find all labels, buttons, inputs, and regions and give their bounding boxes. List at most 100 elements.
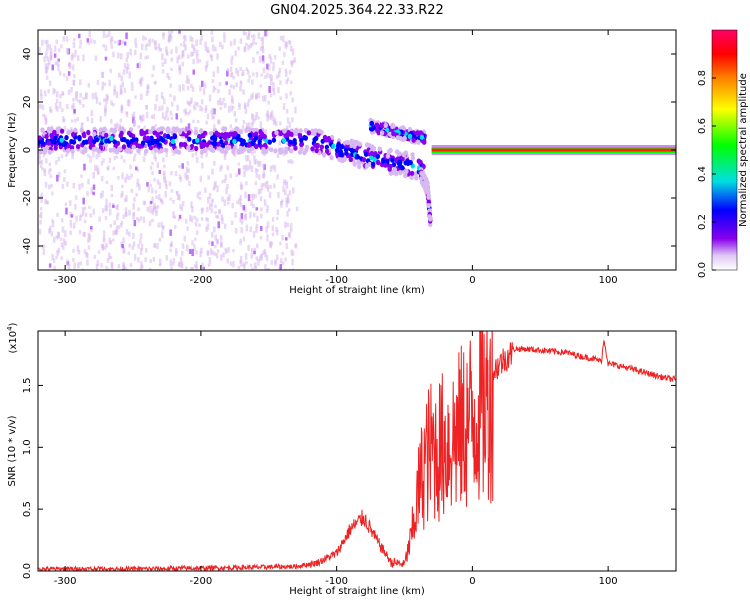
band-cell [220, 142, 226, 148]
noise-cell [39, 206, 43, 211]
noise-cell [279, 241, 282, 246]
noise-cell [149, 183, 153, 188]
noise-cell [160, 92, 164, 98]
noise-cell [240, 227, 243, 234]
noise-cell [108, 157, 112, 163]
noise-cell [262, 183, 265, 187]
noise-cell [117, 52, 120, 59]
noise-cell [158, 182, 162, 190]
noise-cell [242, 31, 245, 35]
noise-cell [193, 244, 196, 251]
noise-cell [256, 169, 259, 173]
noise-cell [185, 166, 189, 174]
noise-cell [244, 108, 248, 114]
noise-cell [55, 235, 59, 240]
noise-cell [161, 96, 164, 100]
band-cell [193, 145, 199, 152]
noise-cell [291, 117, 294, 123]
noise-cell [199, 85, 202, 92]
noise-cell [223, 32, 226, 38]
noise-cell [165, 50, 169, 56]
noise-cell [137, 125, 140, 129]
noise-cell [169, 197, 173, 201]
noise-cell [116, 204, 119, 211]
noise-cell [186, 226, 189, 231]
band-cell [250, 140, 255, 147]
noise-cell [145, 111, 149, 119]
band-cell [182, 141, 187, 148]
noise-cell [87, 83, 91, 88]
noise-cell [113, 85, 117, 93]
noise-cell [255, 226, 258, 233]
noise-cell [79, 93, 82, 98]
noise-cell [223, 199, 227, 207]
noise-cell [170, 266, 173, 270]
band-cell [319, 144, 324, 150]
noise-cell [284, 68, 288, 73]
noise-cell [186, 74, 189, 81]
noise-cell [205, 151, 208, 158]
noise-cell [211, 241, 214, 246]
noise-cell [182, 201, 185, 207]
band-cell [288, 148, 294, 154]
noise-cell [239, 241, 242, 246]
noise-cell [234, 118, 238, 123]
noise-cell [61, 183, 65, 189]
band-cell [363, 151, 369, 157]
noise-cell [44, 118, 48, 125]
noise-cell [133, 121, 136, 127]
band-cell [310, 130, 315, 136]
band-cell [390, 157, 395, 163]
noise-cell [288, 268, 292, 270]
spectrogram-marks [38, 30, 676, 270]
band-cell [274, 130, 279, 136]
band-cell [419, 176, 424, 182]
noise-cell [143, 152, 147, 156]
noise-cell [187, 168, 190, 173]
noise-cell [254, 115, 258, 121]
noise-cell [94, 55, 98, 61]
noise-cell [105, 34, 108, 38]
noise-cell [109, 37, 113, 45]
band-cell [345, 139, 350, 146]
noise-cell [155, 210, 158, 217]
noise-cell [170, 189, 174, 193]
noise-cell [258, 56, 262, 63]
band-cell [426, 203, 431, 209]
noise-cell [233, 111, 236, 117]
noise-cell [287, 147, 291, 151]
band-cell [262, 134, 267, 140]
noise-cell [64, 202, 68, 207]
noise-cell [192, 69, 195, 75]
band-cell [232, 145, 237, 151]
noise-cell [123, 63, 127, 69]
noise-cell [195, 250, 198, 255]
noise-cell [256, 243, 259, 249]
noise-cell [259, 257, 262, 262]
noise-cell [191, 267, 194, 270]
noise-cell [40, 94, 43, 100]
noise-cell [48, 184, 51, 190]
noise-cell [190, 51, 193, 57]
noise-cell [62, 36, 65, 42]
noise-cell [242, 205, 245, 211]
noise-cell [87, 41, 90, 45]
noise-cell [288, 208, 291, 212]
noise-cell [120, 220, 124, 225]
noise-cell [98, 216, 101, 222]
noise-cell [67, 71, 71, 76]
noise-cell [255, 92, 258, 99]
band-cell [375, 127, 380, 133]
noise-cell [247, 44, 250, 51]
noise-cell [293, 57, 297, 63]
noise-cell [158, 194, 161, 201]
band-cell [145, 135, 151, 141]
noise-cell [146, 86, 150, 94]
noise-cell [253, 262, 257, 269]
noise-cell [190, 201, 193, 208]
band-cell [139, 131, 144, 137]
noise-cell [51, 148, 55, 154]
band-cell [254, 131, 259, 137]
noise-cell [241, 124, 245, 131]
